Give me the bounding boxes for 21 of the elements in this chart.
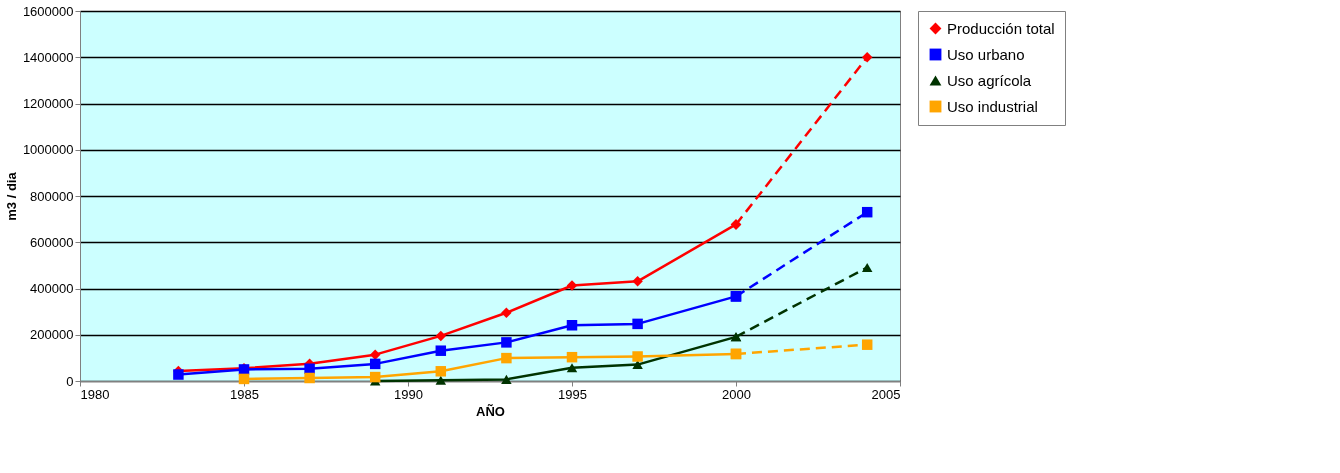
y-axis-title: m3 / dia [3, 171, 19, 221]
legend-label: Producción total [947, 19, 1055, 37]
y-tick-label: 1000000 [22, 142, 74, 158]
x-tick-label: 1980 [80, 386, 110, 402]
legend-label: Uso agrícola [947, 71, 1032, 89]
y-tick-label: 0 [66, 373, 74, 389]
legend-label: Uso industrial [947, 97, 1038, 115]
x-tick-label: 1985 [230, 386, 259, 402]
y-tick-label: 1200000 [22, 96, 74, 111]
x-tick-label: 1995 [558, 386, 587, 402]
legend-label: Uso urbano [947, 45, 1025, 63]
x-tick-label: 2000 [722, 386, 751, 402]
y-tick-label: 1600000 [22, 3, 74, 19]
x-axis-title: AÑO [476, 403, 505, 419]
y-tick-label: 800000 [30, 188, 74, 204]
y-tick-label: 1400000 [22, 49, 74, 65]
x-tick-label: 1990 [394, 386, 423, 402]
y-tick-label: 200000 [30, 327, 74, 343]
y-tick-label: 400000 [30, 281, 74, 296]
y-tick-label: 600000 [30, 234, 74, 250]
x-tick-label: 2005 [871, 386, 901, 402]
